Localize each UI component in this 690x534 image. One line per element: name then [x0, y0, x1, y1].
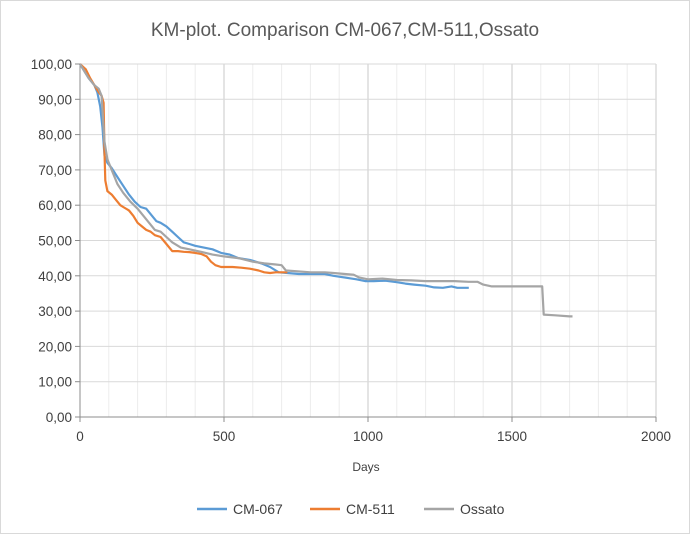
y-tick-label: 100,00 — [31, 57, 72, 72]
series-line-cm-067 — [79, 63, 469, 289]
y-tick-label: 40,00 — [38, 269, 72, 284]
x-tick-label: 1000 — [353, 429, 383, 444]
y-tick-label: 20,00 — [38, 339, 72, 354]
y-tick-label: 10,00 — [38, 375, 72, 390]
y-tick-label: 90,00 — [38, 92, 72, 107]
y-tick-labels: 0,00 10,00 20,00 30,00 40,00 50,00 60,00 70,00 8… — [31, 57, 72, 425]
y-tick-label: 60,00 — [38, 198, 72, 213]
y-tick-label: 50,00 — [38, 234, 72, 249]
y-tick-label: 0,00 — [46, 410, 72, 425]
x-tick-label: 1500 — [497, 429, 527, 444]
axes — [75, 63, 657, 422]
y-tick-label: 70,00 — [38, 163, 72, 178]
x-tick-label: 500 — [213, 429, 236, 444]
y-tick-label: 80,00 — [38, 128, 72, 143]
legend-entry-ossato: Ossato — [424, 501, 505, 517]
x-tick-labels: 0 500 1000 1500 2000 — [76, 429, 671, 444]
grid — [80, 63, 657, 417]
legend-entry-cm-067: CM-067 — [197, 501, 283, 517]
series-line-ossato — [79, 63, 573, 318]
series-lines — [79, 63, 573, 318]
y-tick-label: 30,00 — [38, 304, 72, 319]
legend: CM-067 CM-511 Ossato — [197, 501, 505, 517]
x-tick-label: 0 — [76, 429, 84, 444]
x-axis-label: Days — [352, 460, 379, 474]
x-tick-label: 2000 — [641, 429, 671, 444]
legend-label: CM-511 — [346, 501, 395, 517]
legend-label: CM-067 — [233, 501, 283, 517]
chart-title: KM-plot. Comparison CM-067,CM-511,Ossato — [151, 20, 539, 41]
legend-entry-cm-511: CM-511 — [310, 501, 395, 517]
legend-label: Ossato — [460, 501, 505, 517]
